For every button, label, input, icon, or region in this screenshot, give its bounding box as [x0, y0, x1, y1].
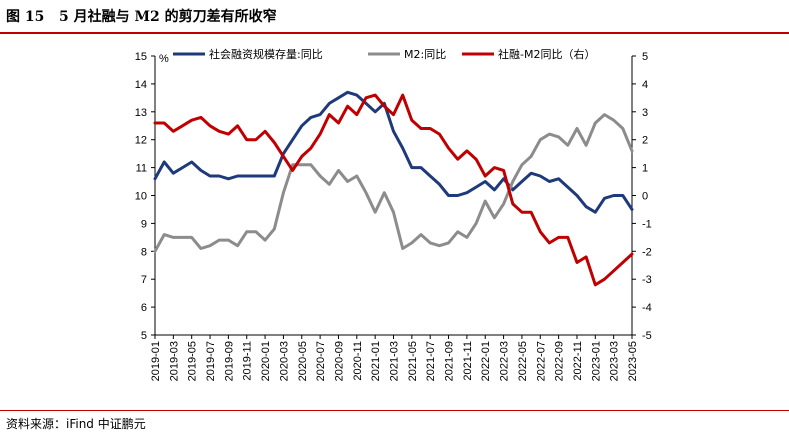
x-tick-label: 2019-01 — [150, 341, 162, 381]
x-tick-label: 2022-11 — [572, 341, 584, 381]
figure-title-text: 5 月社融与 M2 的剪刀差有所收窄 — [58, 9, 277, 25]
x-tick-label: 2021-07 — [425, 341, 437, 381]
right-tick-label: 5 — [642, 51, 648, 63]
x-tick-label: 2022-09 — [554, 341, 566, 381]
x-tick-label: 2023-05 — [627, 341, 639, 381]
left-tick-label: 5 — [141, 330, 147, 342]
right-tick-label: 1 — [642, 163, 648, 175]
right-tick-label: 3 — [642, 107, 648, 119]
x-tick-label: 2021-09 — [444, 341, 456, 381]
x-tick-label: 2020-07 — [315, 341, 327, 381]
x-tick-label: 2019-11 — [242, 341, 254, 381]
left-tick-label: 12 — [135, 135, 147, 147]
x-tick-label: 2019-05 — [187, 341, 199, 381]
x-tick-label: 2022-05 — [517, 341, 529, 381]
series-line-2 — [153, 113, 634, 253]
legend-label-3: 社融-M2同比（右） — [498, 47, 595, 61]
x-tick-label: 2019-07 — [205, 341, 217, 381]
right-tick-label: 4 — [642, 79, 648, 91]
left-tick-label: 7 — [141, 274, 147, 286]
source-note: 资料来源：iFind 中证鹏元 — [6, 417, 146, 431]
right-tick-label: 2 — [642, 135, 648, 147]
x-tick-label: 2020-09 — [333, 341, 345, 381]
legend-label-1: 社会融资规模存量:同比 — [209, 47, 323, 61]
x-tick-label: 2023-03 — [609, 341, 621, 381]
x-tick-label: 2020-01 — [260, 341, 272, 381]
right-tick-label: -5 — [642, 330, 652, 342]
figure-title: 图 15 5 月社融与 M2 的剪刀差有所收窄 — [6, 6, 277, 26]
left-axis-unit: % — [159, 53, 169, 65]
right-tick-label: -2 — [642, 246, 652, 258]
x-tick-label: 2022-07 — [535, 341, 547, 381]
left-tick-label: 10 — [135, 191, 147, 203]
right-tick-label: -3 — [642, 274, 652, 286]
x-tick-label: 2021-05 — [407, 341, 419, 381]
series-line-1 — [153, 90, 634, 214]
left-tick-label: 8 — [141, 246, 147, 258]
left-tick-label: 15 — [135, 51, 147, 63]
x-tick-label: 2020-03 — [278, 341, 290, 381]
x-tick-label: 2020-05 — [297, 341, 309, 381]
figure-number: 图 15 — [6, 9, 45, 25]
footer-divider — [0, 410, 789, 411]
x-tick-label: 2021-11 — [462, 341, 474, 381]
right-tick-label: 0 — [642, 191, 648, 203]
right-tick-label: -4 — [642, 302, 652, 314]
left-tick-label: 13 — [135, 107, 147, 119]
x-tick-label: 2022-03 — [499, 341, 511, 381]
title-divider — [0, 32, 789, 34]
x-tick-label: 2019-09 — [223, 341, 235, 381]
right-tick-label: -1 — [642, 218, 652, 230]
left-tick-label: 11 — [136, 163, 147, 175]
x-tick-label: 2022-01 — [480, 341, 492, 381]
x-tick-label: 2020-11 — [352, 341, 364, 381]
x-tick-label: 2019-03 — [168, 341, 180, 381]
left-tick-label: 9 — [141, 218, 147, 230]
series-line-3 — [153, 93, 634, 287]
left-tick-label: 6 — [141, 302, 147, 314]
x-tick-label: 2021-03 — [389, 341, 401, 381]
x-tick-label: 2023-01 — [590, 341, 602, 381]
legend-label-2: M2:同比 — [404, 48, 446, 61]
left-tick-label: 14 — [135, 79, 147, 91]
figure-header: 图 15 5 月社融与 M2 的剪刀差有所收窄 — [0, 0, 789, 34]
x-tick-label: 2021-01 — [370, 341, 382, 381]
